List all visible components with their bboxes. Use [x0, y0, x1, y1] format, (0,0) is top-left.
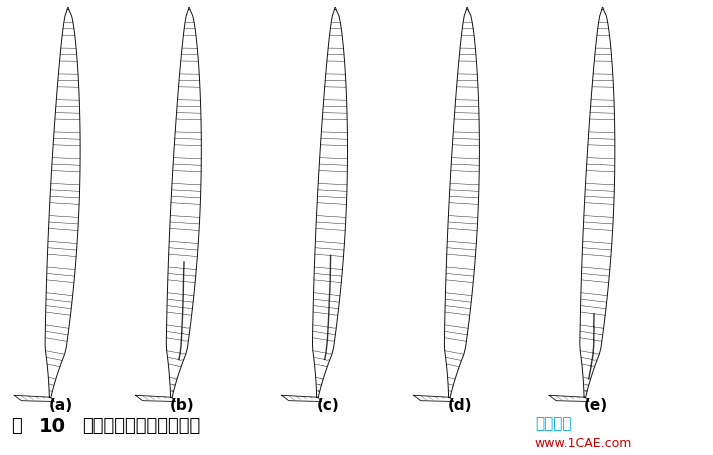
Polygon shape [45, 10, 80, 398]
Polygon shape [414, 395, 453, 402]
Text: (d): (d) [448, 397, 472, 412]
Polygon shape [549, 395, 589, 402]
Text: 10: 10 [39, 416, 66, 435]
Text: 图: 图 [11, 416, 21, 435]
Text: 仿真在线: 仿真在线 [535, 415, 571, 430]
Polygon shape [580, 10, 615, 398]
Polygon shape [282, 395, 322, 402]
Text: 优化后叶片表面流场分布: 优化后叶片表面流场分布 [82, 416, 200, 435]
Polygon shape [444, 10, 479, 398]
Polygon shape [135, 395, 175, 402]
Polygon shape [166, 10, 201, 398]
Text: (b): (b) [170, 397, 194, 412]
Text: (c): (c) [317, 397, 339, 412]
Text: www.1CAE.com: www.1CAE.com [535, 436, 632, 449]
Text: (a): (a) [48, 397, 73, 412]
Polygon shape [312, 10, 347, 398]
Polygon shape [14, 395, 54, 402]
Text: (e): (e) [583, 397, 607, 412]
